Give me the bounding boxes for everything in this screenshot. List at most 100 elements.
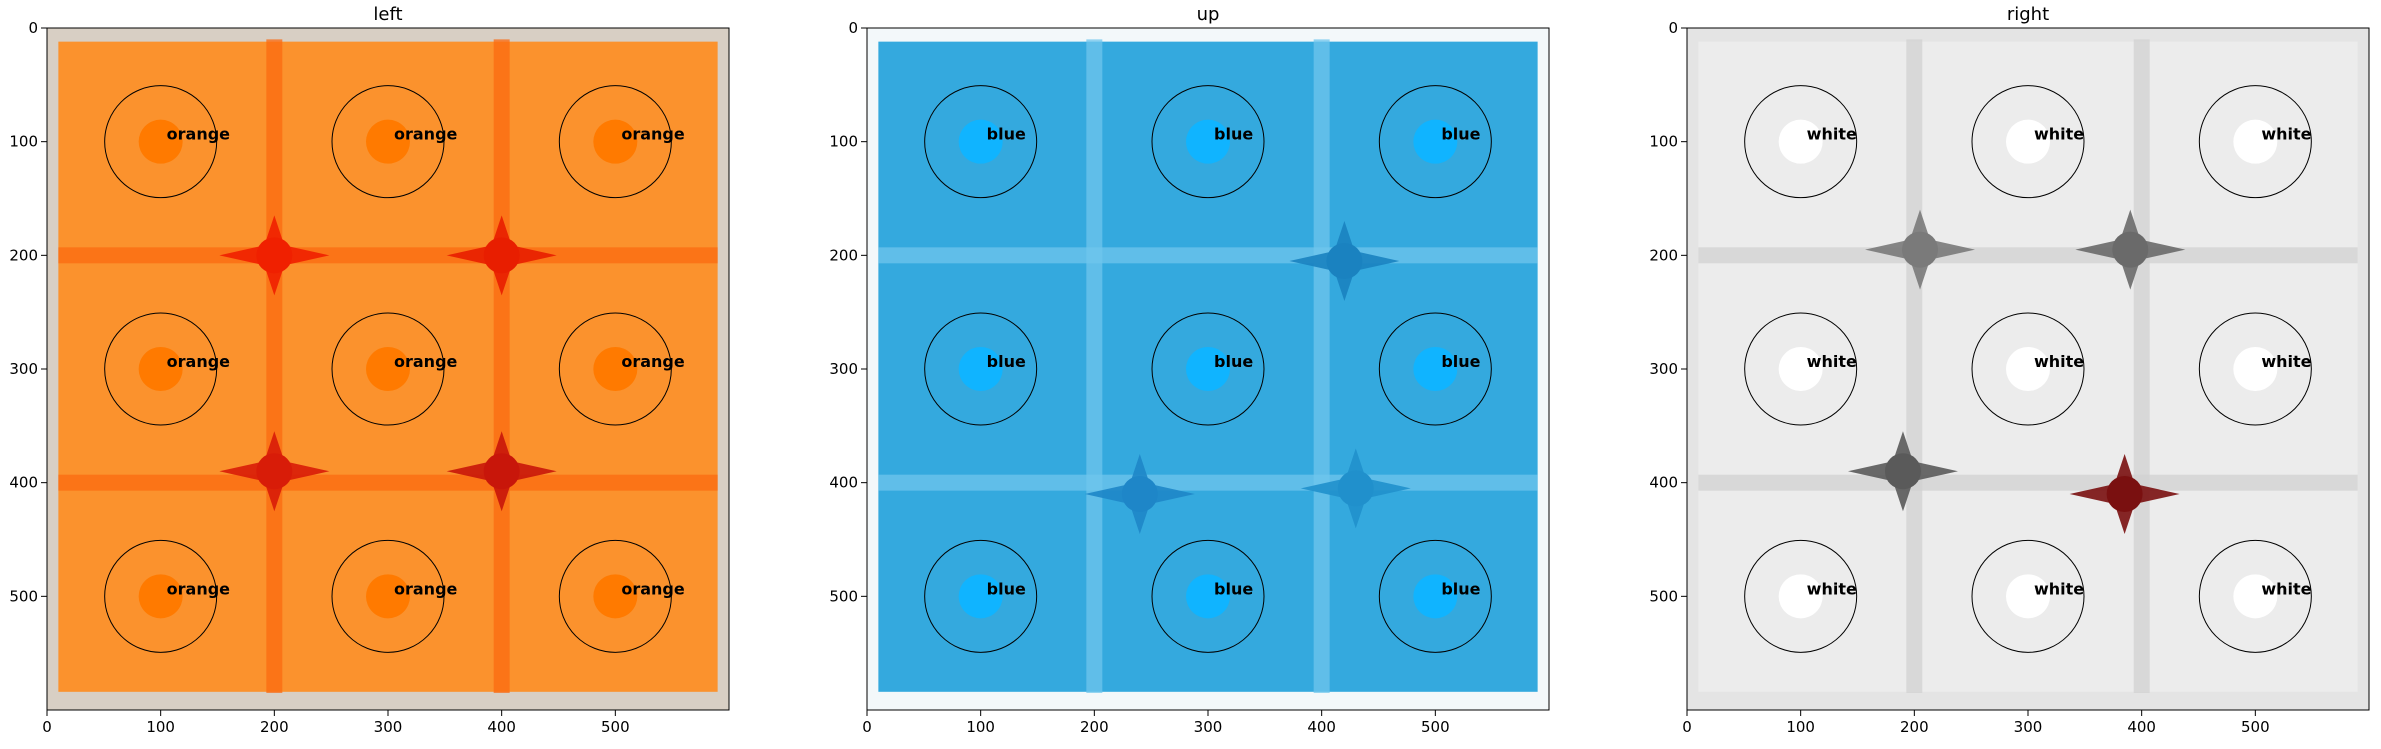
y-tick-label: 400 <box>1649 474 1678 492</box>
cell-label: orange <box>167 352 231 371</box>
panel-right: white white white white white white white white… <box>1649 4 2370 736</box>
seam-vertical <box>493 39 510 693</box>
cell-label: orange <box>167 125 231 144</box>
cell-dot <box>958 574 1003 619</box>
x-tick-label: 100 <box>1786 718 1815 736</box>
blob-core <box>2112 231 2149 268</box>
cell-dot <box>1186 574 1230 619</box>
panel-title: right <box>2007 4 2049 25</box>
blob-core <box>1121 476 1158 513</box>
panel-left: orange orange orange orange orange orange oran… <box>9 4 730 736</box>
cell-label: blue <box>987 125 1026 144</box>
cell-ring <box>924 312 1038 426</box>
cell-dot <box>1778 347 1823 391</box>
y-tick-label: 100 <box>9 133 38 151</box>
cell-ring <box>1971 85 2085 199</box>
cell-ring <box>1151 85 1265 199</box>
blob-core <box>1902 231 1939 268</box>
image-area: orange orange orange orange orange orange oran… <box>47 28 729 710</box>
cell-dot <box>958 347 1003 391</box>
blob-core <box>1884 453 1921 490</box>
x-tick-label: 500 <box>601 718 630 736</box>
seam-vertical <box>1313 39 1330 693</box>
y-tick-label: 500 <box>9 587 38 605</box>
cell-dot <box>366 347 410 391</box>
x-tick-label: 400 <box>1307 718 1336 736</box>
cell-dot <box>1413 347 1458 391</box>
x-tick-label: 400 <box>2127 718 2156 736</box>
cell-ring <box>1971 312 2085 426</box>
cell-ring <box>1744 312 1858 426</box>
cell-label: orange <box>621 352 685 371</box>
seam-vertical <box>266 39 283 693</box>
cell-label: white <box>1807 352 1857 371</box>
x-tick-label: 200 <box>1900 718 1929 736</box>
cell-dot <box>1186 347 1230 391</box>
cell-ring <box>1378 539 1492 653</box>
cell-ring <box>558 312 672 426</box>
cell-dot <box>593 574 638 619</box>
x-tick-label: 400 <box>487 718 516 736</box>
seam-horizontal <box>1698 474 2358 491</box>
x-tick-label: 0 <box>862 718 872 736</box>
cell-dot <box>2006 347 2050 391</box>
x-tick-label: 300 <box>374 718 403 736</box>
cell-dot <box>2233 119 2278 164</box>
cell-ring <box>1744 85 1858 199</box>
cell-label: blue <box>1214 579 1253 598</box>
y-tick-label: 300 <box>9 360 38 378</box>
cell-dot <box>2233 347 2278 391</box>
y-tick-label: 200 <box>1649 246 1678 264</box>
cell-label: white <box>1807 125 1857 144</box>
cell-label: blue <box>1441 352 1480 371</box>
x-tick-label: 500 <box>1421 718 1450 736</box>
cell-label: white <box>2261 125 2311 144</box>
cell-ring <box>924 85 1038 199</box>
y-tick-label: 0 <box>848 19 858 37</box>
panel-title: left <box>373 4 402 25</box>
x-tick-label: 200 <box>260 718 289 736</box>
cell-dot <box>138 119 183 164</box>
image-area: white white white white white white white white… <box>1687 28 2369 710</box>
cell-dot <box>2006 119 2050 164</box>
cell-ring <box>558 85 672 199</box>
cell-label: white <box>2034 125 2084 144</box>
cell-dot <box>1186 119 1230 164</box>
cell-label: orange <box>394 125 458 144</box>
cell-label: white <box>2261 579 2311 598</box>
y-tick-label: 400 <box>829 474 858 492</box>
blob-core <box>2106 476 2143 513</box>
cell-label: blue <box>987 579 1026 598</box>
seam-vertical <box>1086 39 1103 693</box>
cell-label: white <box>2261 352 2311 371</box>
y-tick-label: 500 <box>829 587 858 605</box>
cell-ring <box>1378 85 1492 199</box>
cell-dot <box>366 119 410 164</box>
cell-dot <box>2006 574 2050 619</box>
x-tick-label: 100 <box>146 718 175 736</box>
cell-dot <box>366 574 410 619</box>
cell-ring <box>1151 539 1265 653</box>
y-tick-label: 500 <box>1649 587 1678 605</box>
cell-dot <box>2233 574 2278 619</box>
cell-label: orange <box>621 125 685 144</box>
y-tick-label: 200 <box>9 246 38 264</box>
cell-ring <box>104 312 218 426</box>
cell-label: orange <box>621 579 685 598</box>
x-tick-label: 0 <box>1682 718 1692 736</box>
cell-label: orange <box>394 352 458 371</box>
cell-dot <box>1413 574 1458 619</box>
cell-dot <box>593 119 638 164</box>
y-tick-label: 0 <box>1668 19 1678 37</box>
cell-ring <box>2198 85 2312 199</box>
blob-core <box>256 453 293 490</box>
y-tick-label: 100 <box>1649 133 1678 151</box>
y-tick-label: 0 <box>28 19 38 37</box>
panel-title: up <box>1197 4 1220 25</box>
cell-ring <box>1971 539 2085 653</box>
cell-ring <box>924 539 1038 653</box>
y-tick-label: 400 <box>9 474 38 492</box>
cell-label: orange <box>167 579 231 598</box>
panel-up: blue blue blue blue blue blue blue blue blue 0 100… <box>829 4 1550 736</box>
